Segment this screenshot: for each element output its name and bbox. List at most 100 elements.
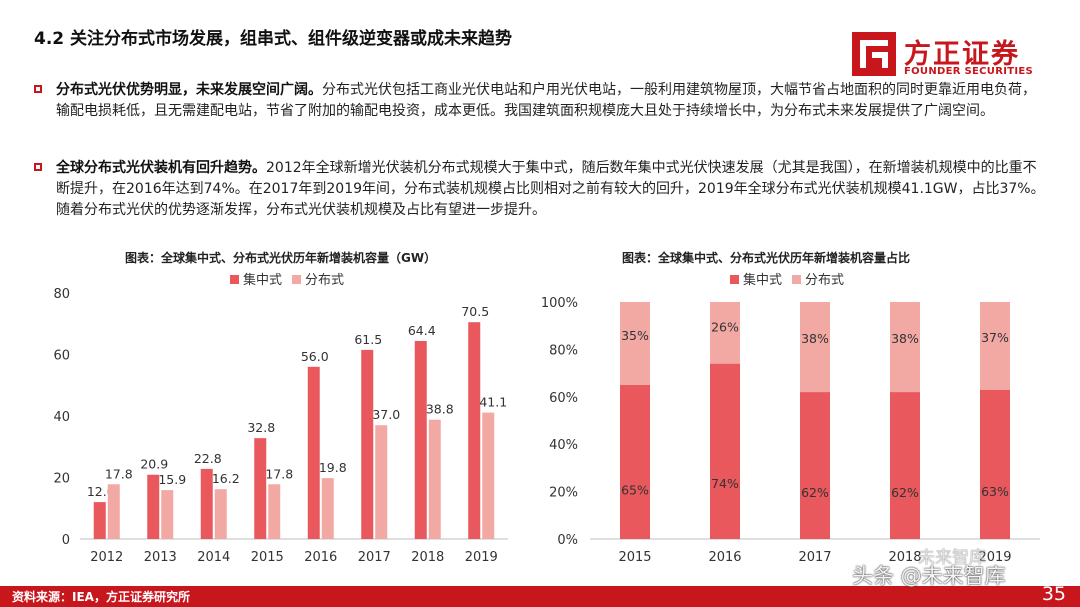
bar-centralized — [468, 322, 481, 539]
data-label: 15.9 — [158, 472, 186, 487]
data-label: 12.0 — [87, 484, 115, 499]
stacked-bar-centralized — [620, 384, 650, 539]
x-tick-label: 2015 — [251, 550, 284, 565]
x-tick-label: 2016 — [304, 550, 337, 565]
x-tick-label: 2017 — [358, 550, 391, 565]
bar-distributed — [321, 478, 334, 539]
x-tick-label: 2015 — [618, 550, 651, 565]
bar-distributed — [161, 490, 174, 539]
stacked-bar-distributed — [800, 302, 830, 393]
y-tick-label: 40 — [53, 410, 70, 425]
page-title: 4.2 关注分布式市场发展，组串式、组件级逆变器或成未来趋势 — [34, 29, 513, 49]
y-tick-label: 60 — [53, 349, 70, 364]
legend-label-1: 分布式 — [305, 273, 344, 288]
legend-swatch-1 — [792, 275, 801, 284]
paragraph-lead: 全球分布式光伏装机有回升趋势。 — [56, 160, 266, 176]
data-label: 65% — [621, 483, 649, 498]
data-label: 22.8 — [194, 451, 222, 466]
legend-label-0: 集中式 — [743, 272, 782, 288]
bar-distributed — [482, 412, 495, 539]
footer-source: 资料来源：IEA，方正证券研究所 — [12, 590, 190, 604]
bar-centralized — [361, 349, 374, 539]
hollow-square-bullet-icon — [34, 163, 42, 171]
stacked-bar-distributed — [890, 302, 920, 393]
data-label: 20.9 — [140, 457, 168, 472]
paragraph-text: 2012年全球新增光伏装机分布式规模大于集中式，随后数年集中式光伏快速发展（尤其… — [56, 160, 1045, 218]
y-tick-label: 20 — [53, 472, 70, 487]
x-tick-label: 2018 — [411, 550, 444, 565]
chart1-title: 图表：全球集中式、分布式光伏历年新增装机容量（GW） — [125, 251, 437, 265]
data-label: 19.8 — [319, 460, 347, 475]
data-label: 35% — [621, 328, 649, 343]
legend-label-0: 集中式 — [243, 272, 282, 288]
stacked-bar-centralized — [710, 363, 740, 539]
bar-distributed — [268, 484, 281, 539]
data-label: 63% — [981, 484, 1009, 499]
founder-securities-logo: 方正证券 FOUNDER SECURITIES — [852, 32, 1033, 80]
x-tick-label: 2014 — [197, 550, 230, 565]
x-tick-label: 2013 — [144, 550, 177, 565]
y-tick-label: 60% — [549, 391, 578, 406]
data-label: 62% — [801, 485, 829, 500]
legend-swatch-1 — [292, 275, 301, 284]
paragraph-global-trend: 全球分布式光伏装机有回升趋势。2012年全球新增光伏装机分布式规模大于集中式，随… — [34, 158, 1046, 221]
paragraph-distributed-advantage: 分布式光伏优势明显，未来发展空间广阔。分布式光伏包括工商业光伏电站和户用光伏电站… — [34, 80, 1046, 122]
x-tick-label: 2018 — [888, 550, 921, 565]
y-tick-label: 40% — [549, 438, 578, 453]
y-tick-label: 80% — [549, 343, 578, 358]
legend-label-1: 分布式 — [805, 273, 844, 288]
logo-text-en: FOUNDER SECURITIES — [904, 66, 1034, 77]
y-tick-label: 0% — [557, 533, 578, 548]
stacked-bar-centralized — [800, 392, 830, 539]
stacked-bar-distributed — [710, 302, 740, 364]
y-tick-label: 100% — [541, 296, 578, 311]
bar-centralized — [414, 340, 427, 539]
watermark: 头条 @未来智库 — [852, 564, 1006, 588]
stacked-bar-distributed — [620, 302, 650, 385]
data-label: 74% — [711, 476, 739, 491]
data-label: 62% — [891, 485, 919, 500]
x-tick-label: 2017 — [798, 550, 831, 565]
bar-centralized — [254, 438, 267, 539]
page-number: 35 — [1041, 583, 1066, 605]
data-label: 32.8 — [247, 420, 275, 435]
bar-centralized — [93, 502, 106, 539]
y-tick-label: 20% — [549, 486, 578, 501]
bar-centralized — [307, 366, 320, 539]
data-label: 37% — [981, 330, 1009, 345]
data-label: 17.8 — [265, 466, 293, 481]
watermark-small: 未来智库 — [918, 548, 986, 568]
bar-distributed — [375, 425, 388, 539]
x-tick-label: 2016 — [708, 550, 741, 565]
data-label: 70.5 — [461, 304, 489, 319]
stacked-bar-distributed — [980, 302, 1010, 390]
x-tick-label: 2019 — [465, 550, 498, 565]
stacked-bar-centralized — [980, 389, 1010, 539]
data-label: 26% — [711, 320, 739, 335]
data-label: 38.8 — [426, 402, 454, 417]
bar-centralized — [200, 468, 213, 539]
data-label: 56.0 — [301, 349, 329, 364]
data-label: 17.8 — [105, 466, 133, 481]
bar-distributed — [107, 484, 120, 539]
chart2-title: 图表：全球集中式、分布式光伏历年新增装机容量占比 — [622, 251, 911, 265]
hollow-square-bullet-icon — [34, 85, 42, 93]
footer-bar — [0, 586, 1080, 607]
y-tick-label: 0 — [62, 533, 70, 548]
x-tick-label: 2012 — [90, 550, 123, 565]
x-tick-label: 2019 — [978, 550, 1011, 565]
data-label: 61.5 — [354, 332, 382, 347]
founder-logo-icon — [852, 32, 896, 76]
legend-swatch-0 — [230, 275, 239, 284]
paragraph-lead: 分布式光伏优势明显，未来发展空间广阔。 — [56, 82, 322, 98]
bar-centralized — [147, 474, 160, 539]
stacked-bar-centralized — [890, 392, 920, 539]
legend-swatch-0 — [730, 275, 739, 284]
data-label: 38% — [801, 331, 829, 346]
data-label: 64.4 — [408, 323, 436, 338]
bar-distributed — [428, 419, 441, 539]
bar-distributed — [214, 489, 227, 539]
data-label: 16.2 — [212, 471, 240, 486]
paragraph-text: 分布式光伏包括工商业光伏电站和户用光伏电站，一般利用建筑物屋顶，大幅节省占地面积… — [56, 82, 1036, 119]
